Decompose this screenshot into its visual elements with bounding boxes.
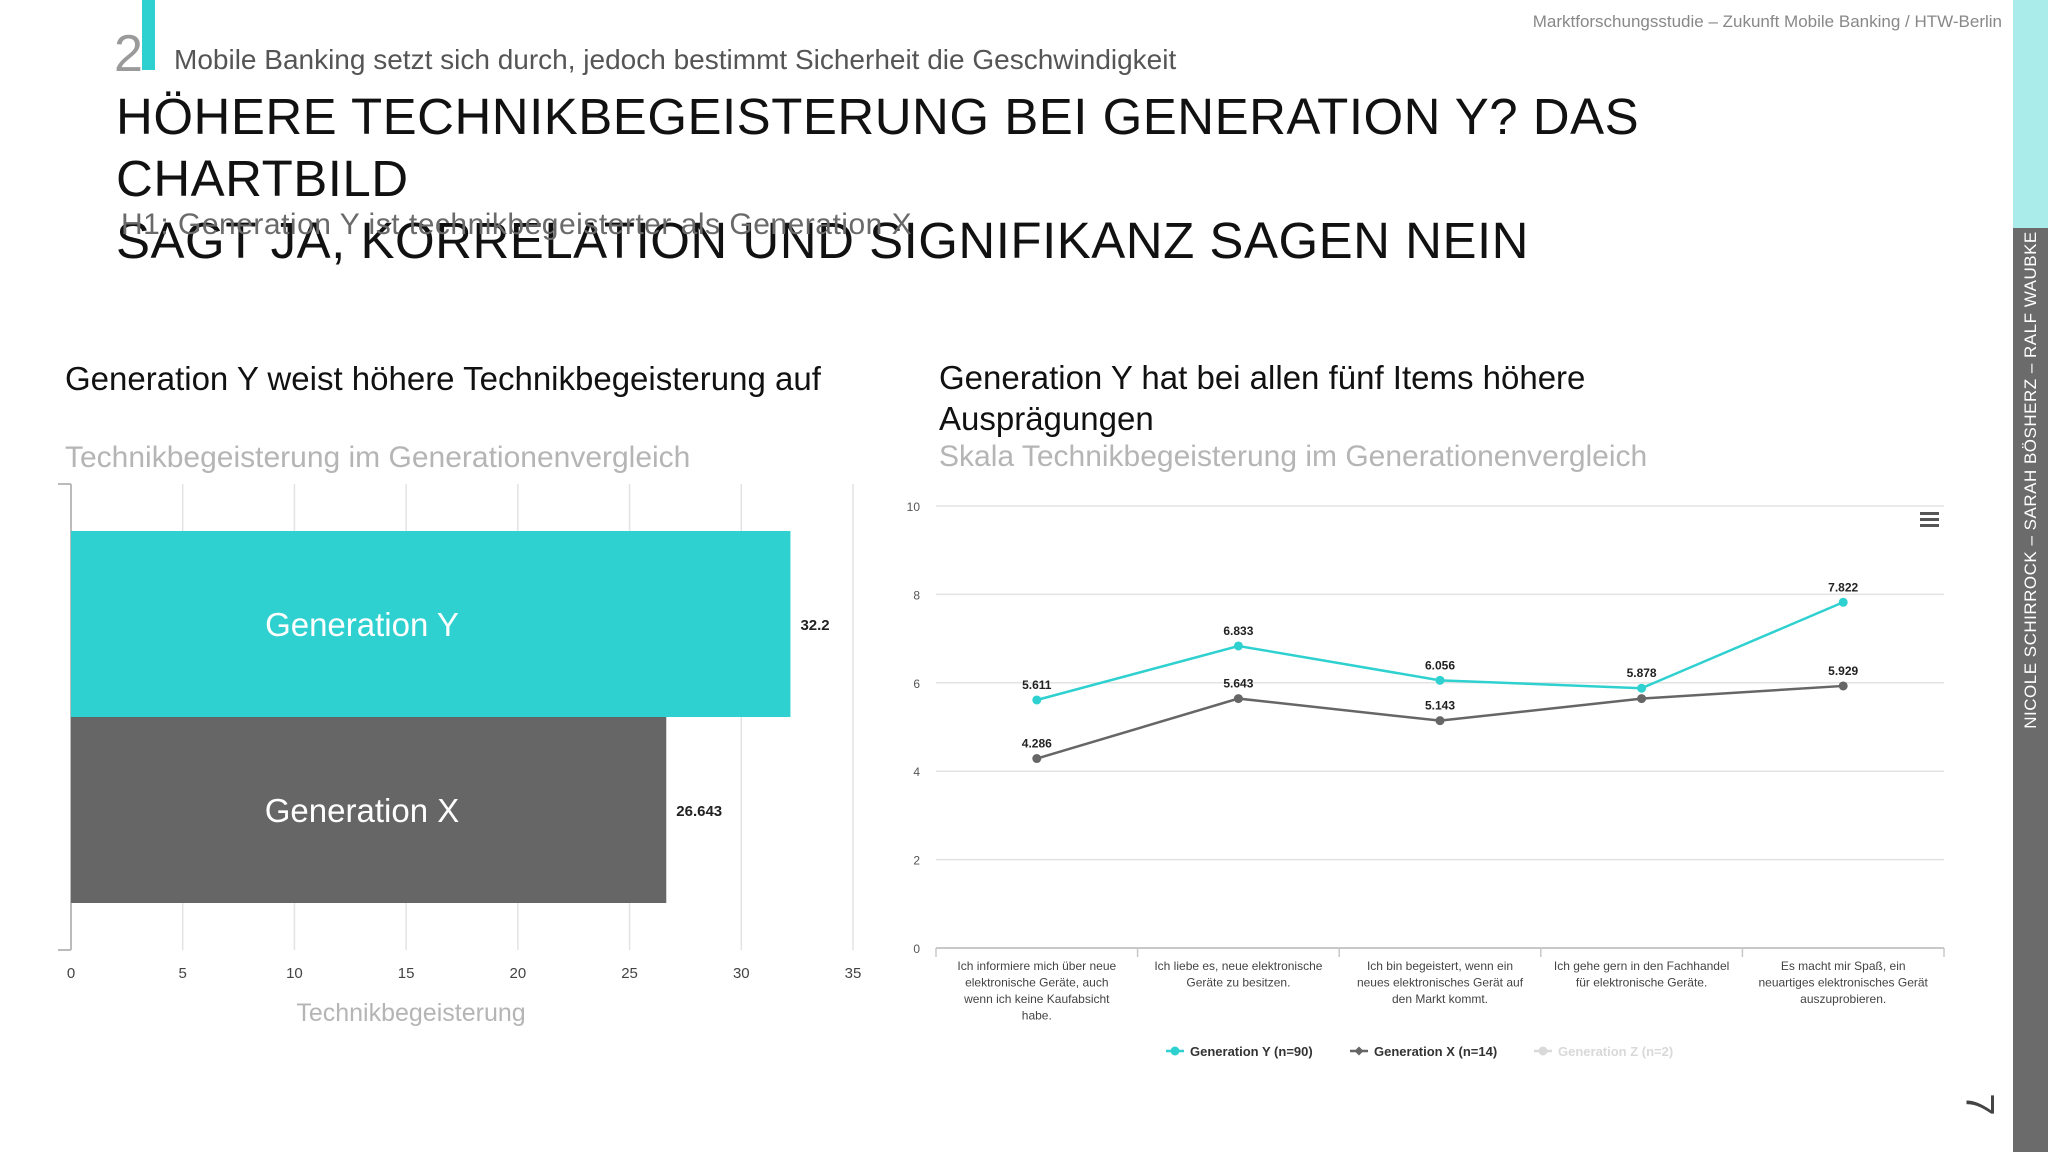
right-chart-heading: Generation Y hat bei allen fünf Items hö… — [939, 359, 1586, 437]
x-category-label: Ich gehe gern in den Fachhandel für elekt… — [1554, 959, 1729, 990]
right-chart-subheading: Skala Technikbegeisterung im Generatione… — [939, 440, 1648, 473]
data-label: 5.143 — [1425, 699, 1455, 713]
x-category-label-line: neuartiges elektronisches Gerät — [1758, 976, 1928, 990]
data-point — [1435, 716, 1445, 726]
legend-label: Generation Y (n=90) — [1190, 1044, 1313, 1059]
page-title-line-1: HÖHERE TECHNIKBEGEISTERUNG BEI GENERATIO… — [116, 88, 1640, 207]
x-category-label-line: Ich bin begeistert, wenn ein — [1367, 959, 1513, 973]
y-tick-label: 6 — [913, 677, 920, 691]
hypothesis-subtitle: H1: Generation Y ist technikbegeisterter… — [121, 208, 913, 241]
x-category-label-line: Ich informiere mich über neue — [957, 959, 1116, 973]
legend-marker — [1538, 1046, 1548, 1056]
x-tick-label: 35 — [845, 965, 862, 982]
data-point — [1637, 683, 1647, 693]
section-number: 2 — [114, 25, 143, 83]
legend-label: Generation X (n=14) — [1374, 1044, 1497, 1059]
data-label: 6.833 — [1223, 624, 1253, 638]
bar-value-label: 32.2 — [800, 617, 829, 634]
x-category-label-line: Ich liebe es, neue elektronische — [1154, 959, 1322, 973]
section-title: Mobile Banking setzt sich durch, jedoch … — [174, 44, 1177, 75]
data-label: 4.286 — [1022, 737, 1052, 751]
x-tick-label: 25 — [621, 965, 638, 982]
data-label: 5.878 — [1627, 666, 1657, 680]
data-label: 7.822 — [1828, 580, 1858, 594]
accent-bar — [142, 0, 155, 70]
y-tick-label: 8 — [913, 588, 920, 602]
y-tick-label: 10 — [907, 500, 921, 514]
data-label: 6.056 — [1425, 658, 1455, 672]
x-category-label: Ich liebe es, neue elektronische Geräte z… — [1154, 959, 1322, 990]
page-title-line-2: SAGT JA, KORRELATION UND SIGNIFIKANZ SAG… — [116, 212, 1530, 269]
data-point — [1032, 695, 1042, 705]
x-tick-label: 15 — [398, 965, 415, 982]
bar — [71, 531, 791, 717]
x-tick-label: 30 — [733, 965, 750, 982]
x-category-label: Ich informiere mich über neue elektronisc… — [957, 959, 1116, 1023]
hamburger-bar — [1920, 512, 1939, 515]
data-point — [1435, 675, 1445, 685]
x-axis-label: Technikbegeisterung — [296, 999, 525, 1027]
data-point — [1637, 694, 1647, 704]
data-label: 5.643 — [1223, 677, 1253, 691]
study-title: Marktforschungsstudie – Zukunft Mobile B… — [1532, 12, 2002, 31]
data-label: 5.611 — [1022, 678, 1052, 692]
x-tick-label: 5 — [179, 965, 187, 982]
page-title: HÖHERE TECHNIKBEGEISTERUNG BEI GENERATIO… — [116, 86, 1876, 272]
x-tick-label: 0 — [67, 965, 75, 982]
x-category-label-line: für elektronische Geräte. — [1576, 976, 1707, 990]
sidebar-accent — [2013, 0, 2048, 228]
legend-marker — [1170, 1046, 1180, 1056]
data-point — [1838, 597, 1848, 607]
hamburger-menu-icon[interactable] — [1920, 512, 1939, 527]
y-tick-label: 2 — [913, 854, 920, 868]
page-number: 7 — [1957, 1093, 2002, 1116]
left-chart-subheading: Technikbegeisterung im Generationenvergl… — [65, 441, 691, 474]
x-tick-label: 10 — [286, 965, 303, 982]
x-category-label-line: Ich gehe gern in den Fachhandel — [1554, 959, 1729, 973]
left-chart-heading: Generation Y weist höhere Technikbegeist… — [65, 360, 821, 397]
data-point — [1233, 694, 1243, 704]
hamburger-bar — [1920, 524, 1939, 527]
x-category-label-line: habe. — [1022, 1009, 1052, 1023]
y-tick-label: 0 — [913, 942, 920, 956]
bar — [71, 717, 667, 903]
x-tick-label: 20 — [510, 965, 527, 982]
x-category-label-line: auszuprobieren. — [1800, 992, 1886, 1006]
legend-marker — [1354, 1046, 1364, 1056]
data-point — [1032, 754, 1042, 764]
author-credit: NICOLE SCHIRROCK – SARAH BÖSHERZ – RALF … — [2021, 231, 2040, 729]
x-category-label-line: wenn ich keine Kaufabsicht — [963, 992, 1110, 1006]
bar-category-label: Generation X — [265, 792, 459, 829]
data-point — [1233, 641, 1243, 651]
bar-value-label: 26.643 — [676, 803, 722, 820]
bar-category-label: Generation Y — [265, 606, 459, 643]
data-point — [1838, 681, 1848, 691]
data-label: 5.929 — [1828, 664, 1858, 678]
x-category-label-line: neues elektronisches Gerät auf — [1357, 976, 1524, 990]
x-category-label-line: elektronische Geräte, auch — [965, 976, 1108, 990]
y-tick-label: 4 — [913, 765, 920, 779]
x-category-label: Es macht mir Spaß, ein neuartiges elektro… — [1758, 959, 1928, 1006]
hamburger-bar — [1920, 518, 1939, 521]
x-category-label-line: Es macht mir Spaß, ein — [1781, 959, 1906, 973]
legend-label: Generation Z (n=2) — [1558, 1044, 1673, 1059]
x-category-label-line: den Markt kommt. — [1392, 992, 1488, 1006]
x-category-label: Ich bin begeistert, wenn ein neues elektr… — [1357, 959, 1524, 1006]
x-category-label-line: Geräte zu besitzen. — [1186, 976, 1290, 990]
series-line — [1036, 601, 1844, 702]
